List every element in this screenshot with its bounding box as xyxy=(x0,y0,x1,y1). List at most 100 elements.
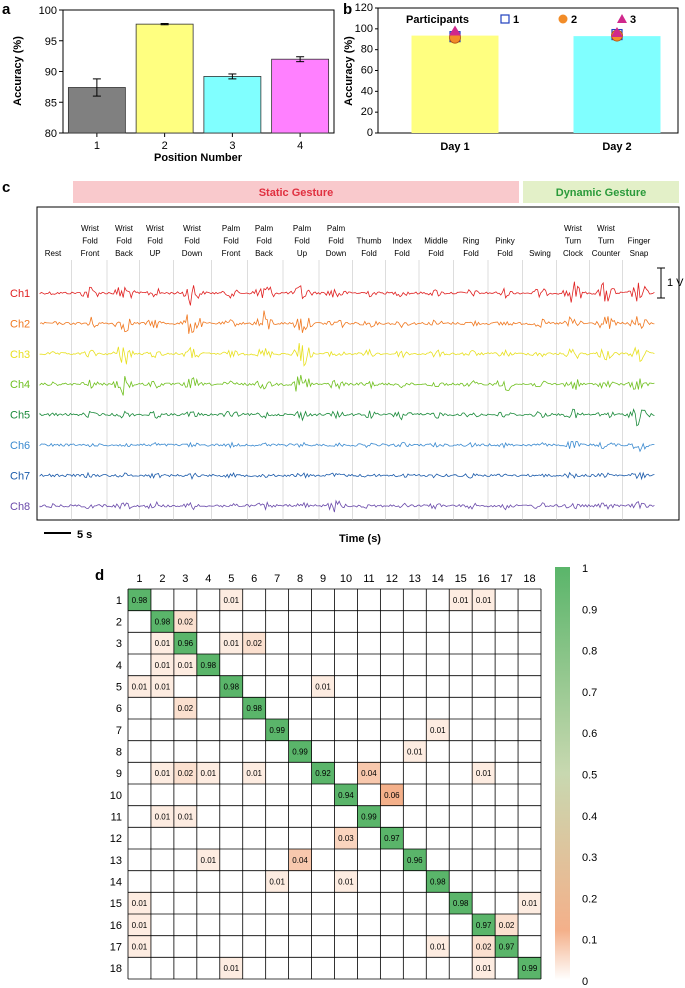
gesture-label-word: Fold xyxy=(147,237,163,246)
confusion-cell-value: 0.94 xyxy=(338,791,354,800)
gesture-label-word: Rest xyxy=(45,249,62,258)
confusion-cell-value: 0.98 xyxy=(132,596,148,605)
panel-label-c: c xyxy=(2,179,10,196)
confusion-cell-value: 0.01 xyxy=(476,964,492,973)
gesture-label-word: Fold xyxy=(361,249,377,258)
panel-a-x-tick-label: 2 xyxy=(162,140,168,152)
gesture-label-word: Middle xyxy=(424,237,448,246)
confusion-cell-value: 0.02 xyxy=(246,639,262,648)
gesture-label-word: Palm xyxy=(327,224,346,233)
confusion-row-label: 8 xyxy=(116,747,122,759)
channel-label-ch6: Ch6 xyxy=(10,440,30,452)
confusion-cell-value: 0.01 xyxy=(178,661,194,670)
confusion-cell-value: 0.01 xyxy=(223,639,239,648)
channel-label-ch4: Ch4 xyxy=(10,379,30,391)
confusion-cell xyxy=(311,762,335,784)
confusion-cell-value: 0.01 xyxy=(201,856,217,865)
confusion-cell-value: 0.01 xyxy=(476,596,492,605)
panel-a-bar xyxy=(203,76,262,134)
confusion-cell-value: 0.01 xyxy=(476,769,492,778)
gesture-label-word: Palm xyxy=(255,224,274,233)
confusion-cell-value: 0.98 xyxy=(223,683,239,692)
panel-b-x-tick-label: Day 1 xyxy=(440,141,469,153)
confusion-cell-value: 0.96 xyxy=(407,856,423,865)
gesture-label-word: Fold xyxy=(463,249,479,258)
confusion-cell-value: 0.01 xyxy=(223,964,239,973)
signal-trace-ch5 xyxy=(39,408,655,427)
confusion-cell xyxy=(173,697,197,719)
panel-b-y-tick-label: 40 xyxy=(361,85,373,97)
confusion-cell-value: 0.01 xyxy=(522,899,538,908)
confusion-cell xyxy=(357,805,381,828)
confusion-cell-value: 0.01 xyxy=(132,943,148,952)
signal-trace-ch1 xyxy=(39,281,655,306)
confusion-cell xyxy=(150,654,174,676)
signal-trace-ch4 xyxy=(39,374,655,396)
gesture-label-word: Fold xyxy=(256,237,272,246)
panel-a-x-tick-label: 4 xyxy=(297,140,303,152)
confusion-column-label: 8 xyxy=(297,573,303,585)
confusion-cell xyxy=(495,935,519,958)
panel-a-y-tick-label: 95 xyxy=(45,36,57,48)
panel-c-x-axis-label: Time (s) xyxy=(339,533,381,545)
colorbar-tick-label: 0.4 xyxy=(582,811,597,823)
confusion-column-label: 6 xyxy=(251,573,257,585)
signal-trace-ch8 xyxy=(39,499,655,513)
gesture-label-word: Back xyxy=(115,249,134,258)
panel-a-y-tick-label: 85 xyxy=(45,97,57,109)
static-gesture-label: Static Gesture xyxy=(259,187,334,199)
confusion-cell xyxy=(196,849,220,871)
gesture-label-word: Front xyxy=(81,249,100,258)
confusion-cell-value: 0.96 xyxy=(178,639,194,648)
legend-label-participant-3: 3 xyxy=(630,14,636,26)
gesture-label-word: Up xyxy=(297,249,308,258)
confusion-cell xyxy=(128,589,151,611)
confusion-cell xyxy=(242,762,266,784)
channel-label-ch2: Ch2 xyxy=(10,318,30,330)
confusion-cell-value: 0.99 xyxy=(292,748,308,757)
confusion-row-label: 13 xyxy=(110,855,122,867)
confusion-cell xyxy=(150,805,174,828)
confusion-cell xyxy=(219,589,243,611)
legend-marker-participant-3 xyxy=(617,14,627,23)
static-gesture-banner xyxy=(73,181,519,203)
panel-a-bar xyxy=(271,58,330,134)
confusion-cell-value: 0.01 xyxy=(246,769,262,778)
confusion-column-label: 9 xyxy=(320,573,326,585)
confusion-cell xyxy=(196,762,220,784)
panel-a-y-axis-label: Accuracy (%) xyxy=(12,36,24,106)
confusion-row-label: 17 xyxy=(110,942,122,954)
confusion-cell-value: 0.99 xyxy=(361,813,377,822)
confusion-column-label: 4 xyxy=(205,573,211,585)
confusion-row-label: 7 xyxy=(116,725,122,737)
confusion-cell xyxy=(265,719,289,741)
confusion-cell-value: 0.01 xyxy=(155,661,171,670)
gesture-label-word: Fold xyxy=(82,237,98,246)
panel-c-emg-signals: Static Gesture Dynamic Gesture Rest Wrist… xyxy=(10,181,684,545)
panel-d-confusion-matrix: 0.98 0.01 0.01 0.010.98 0.020.01 0.96 0.01 0.02… xyxy=(110,563,598,988)
panel-a-x-tick-label: 3 xyxy=(229,140,235,152)
gesture-label-word: Snap xyxy=(630,249,649,258)
panel-a-y-tick-label: 100 xyxy=(39,5,57,17)
confusion-cell xyxy=(334,870,358,893)
confusion-cell xyxy=(403,849,427,871)
gesture-label-word: Wrist xyxy=(597,224,616,233)
confusion-cell-value: 0.01 xyxy=(178,813,194,822)
dynamic-gesture-label: Dynamic Gesture xyxy=(556,187,646,199)
confusion-column-label: 11 xyxy=(363,573,374,585)
confusion-cell xyxy=(196,654,220,676)
gesture-label-word: Fold xyxy=(328,237,344,246)
confusion-cell xyxy=(403,740,427,763)
confusion-cell xyxy=(426,935,450,958)
confusion-cell-value: 0.99 xyxy=(269,726,285,735)
confusion-cell xyxy=(380,827,404,849)
panel-a-x-tick-label: 1 xyxy=(94,140,100,152)
confusion-column-label: 3 xyxy=(182,573,188,585)
confusion-column-label: 15 xyxy=(455,573,467,585)
confusion-cell xyxy=(150,675,174,698)
panel-b-y-tick-label: 20 xyxy=(361,106,373,118)
confusion-column-label: 10 xyxy=(340,573,352,585)
confusion-cell xyxy=(472,589,496,611)
confusion-column-label: 7 xyxy=(274,573,280,585)
gesture-label-word: Swing xyxy=(529,249,551,258)
